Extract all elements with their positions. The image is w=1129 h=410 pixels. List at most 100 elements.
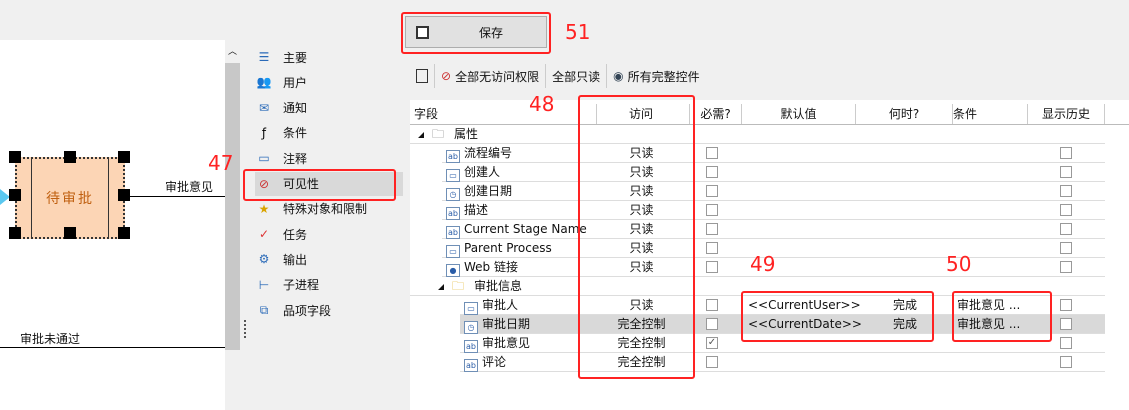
show-history-checkbox[interactable] (1060, 337, 1072, 349)
show-history-checkbox[interactable] (1060, 204, 1072, 216)
field-row[interactable]: ◷ 创建日期 只读 (442, 182, 1105, 201)
access-cell[interactable]: 只读 (629, 222, 654, 236)
state-node[interactable]: 待审批 (15, 157, 125, 239)
access-cell[interactable]: 只读 (629, 165, 654, 179)
diagram-canvas[interactable]: 待审批 审批意见 审批未通过 (0, 40, 225, 410)
field-cell: ◷ 创建日期 (446, 182, 593, 201)
required-checkbox[interactable] (706, 318, 718, 330)
column-header[interactable]: 默认值 (742, 104, 856, 124)
access-cell[interactable]: 只读 (629, 146, 654, 160)
group-row[interactable]: ◢ 🗀 审批信息 (410, 277, 1105, 296)
required-checkbox[interactable] (706, 356, 718, 368)
list-icon (416, 69, 428, 83)
condition-cell[interactable]: 审批意见 ... (957, 317, 1021, 331)
sidebar-item[interactable]: ⧉ 品项字段 (255, 298, 403, 322)
field-row[interactable]: ab Current Stage Name 只读 (442, 220, 1105, 239)
when-cell[interactable]: 完成 (893, 317, 918, 331)
sidebar-item[interactable]: ★ 特殊对象和限制 (255, 197, 403, 221)
field-row[interactable]: ▭ 审批人 只读 <<CurrentUser>> 完成 审批意见 ... (460, 296, 1105, 315)
required-checkbox[interactable] (706, 261, 718, 273)
sidebar-item[interactable]: ▭ 注释 (255, 146, 403, 170)
splitter-handle[interactable] (244, 320, 246, 338)
field-row[interactable]: ab 描述 只读 (442, 201, 1105, 220)
collapse-icon[interactable]: ◢ (438, 282, 445, 291)
scrollbar-thumb[interactable] (225, 63, 240, 350)
column-header[interactable]: 字段 (414, 104, 597, 124)
required-checkbox[interactable] (706, 223, 718, 235)
show-history-checkbox[interactable] (1060, 185, 1072, 197)
transition-line[interactable] (0, 347, 225, 348)
show-history-checkbox[interactable] (1060, 166, 1072, 178)
field-row[interactable]: ab 评论 完全控制 (460, 353, 1105, 372)
condition-cell[interactable]: 审批意见 ... (957, 298, 1021, 312)
show-history-checkbox[interactable] (1060, 318, 1072, 330)
access-cell[interactable]: 完全控制 (617, 317, 666, 331)
collapse-icon[interactable]: ◢ (418, 130, 425, 139)
field-row[interactable]: ab 流程编号 只读 (442, 144, 1105, 163)
show-history-checkbox[interactable] (1060, 299, 1072, 311)
default-value-cell[interactable]: <<CurrentDate>> (748, 317, 862, 331)
scrollbar[interactable]: ︿ (225, 40, 240, 410)
column-header[interactable]: 访问 (593, 104, 690, 124)
sidebar-item[interactable]: 👥 用户 (255, 70, 403, 94)
access-cell[interactable]: 只读 (629, 298, 654, 312)
sidebar-item[interactable]: ✉ 通知 (255, 96, 403, 120)
show-history-checkbox[interactable] (1060, 223, 1072, 235)
required-checkbox[interactable]: ✓ (706, 337, 718, 349)
required-checkbox[interactable] (706, 204, 718, 216)
access-cell[interactable]: 只读 (629, 241, 654, 255)
transition-line[interactable] (130, 196, 225, 197)
access-cell[interactable]: 完全控制 (617, 355, 666, 369)
when-cell[interactable]: 完成 (893, 298, 918, 312)
access-cell[interactable]: 只读 (629, 184, 654, 198)
column-header[interactable]: 显示历史 (1028, 104, 1105, 124)
scroll-up-icon[interactable]: ︿ (228, 47, 238, 57)
full-control-all-button[interactable]: ◉ 所有完整控件 (607, 64, 706, 88)
full-control-label: 所有完整控件 (627, 69, 700, 84)
sidebar-item[interactable]: ✓ 任务 (255, 222, 403, 246)
sidebar-item-label: 可见性 (283, 177, 320, 191)
required-checkbox[interactable] (706, 242, 718, 254)
read-only-all-button[interactable]: 全部只读 (546, 64, 608, 88)
resize-handle[interactable] (118, 227, 130, 239)
resize-handle[interactable] (64, 151, 76, 163)
save-button[interactable]: 保存 (405, 16, 547, 48)
resize-handle[interactable] (9, 151, 21, 163)
field-row[interactable]: ▭ 创建人 只读 (442, 163, 1105, 182)
show-history-checkbox[interactable] (1060, 261, 1072, 273)
sidebar-item[interactable]: ☰ 主要 (255, 45, 403, 69)
required-checkbox[interactable] (706, 299, 718, 311)
resize-handle[interactable] (64, 227, 76, 239)
required-checkbox[interactable] (706, 147, 718, 159)
column-header[interactable]: 必需? (690, 104, 742, 124)
group-label: 审批信息 (474, 279, 523, 293)
default-value-cell[interactable]: <<CurrentUser>> (748, 298, 861, 312)
access-cell[interactable]: 只读 (629, 203, 654, 217)
column-header[interactable]: 条件 (953, 104, 1028, 124)
resize-handle[interactable] (9, 189, 21, 201)
list-view-button[interactable] (410, 64, 435, 88)
field-row[interactable]: ◷ 审批日期 完全控制 <<CurrentDate>> 完成 审批意见 ... (460, 315, 1105, 334)
field-row[interactable]: ● Web 链接 只读 (442, 258, 1105, 277)
resize-handle[interactable] (118, 151, 130, 163)
field-row[interactable]: ab 审批意见 完全控制 ✓ (460, 334, 1105, 353)
field-name: Parent Process (464, 241, 552, 255)
resize-handle[interactable] (118, 189, 130, 201)
resize-handle[interactable] (9, 227, 21, 239)
group-row[interactable]: ◢ 🗀 属性 (410, 125, 1105, 144)
access-cell[interactable]: 完全控制 (617, 336, 666, 350)
show-history-checkbox[interactable] (1060, 147, 1072, 159)
sidebar-item[interactable]: ⊘ 可见性 (255, 171, 403, 196)
no-access-all-button[interactable]: ⊘ 全部无访问权限 (435, 64, 547, 88)
show-history-checkbox[interactable] (1060, 356, 1072, 368)
field-name: Current Stage Name (464, 222, 587, 236)
sidebar-item[interactable]: ⊢ 子进程 (255, 273, 403, 297)
sidebar-item[interactable]: ƒ 条件 (255, 121, 403, 145)
field-row[interactable]: ▭ Parent Process 只读 (442, 239, 1105, 258)
sidebar-item[interactable]: ⚙ 输出 (255, 247, 403, 271)
access-cell[interactable]: 只读 (629, 260, 654, 274)
required-checkbox[interactable] (706, 185, 718, 197)
column-header[interactable]: 何时? (856, 104, 953, 124)
required-checkbox[interactable] (706, 166, 718, 178)
show-history-checkbox[interactable] (1060, 242, 1072, 254)
